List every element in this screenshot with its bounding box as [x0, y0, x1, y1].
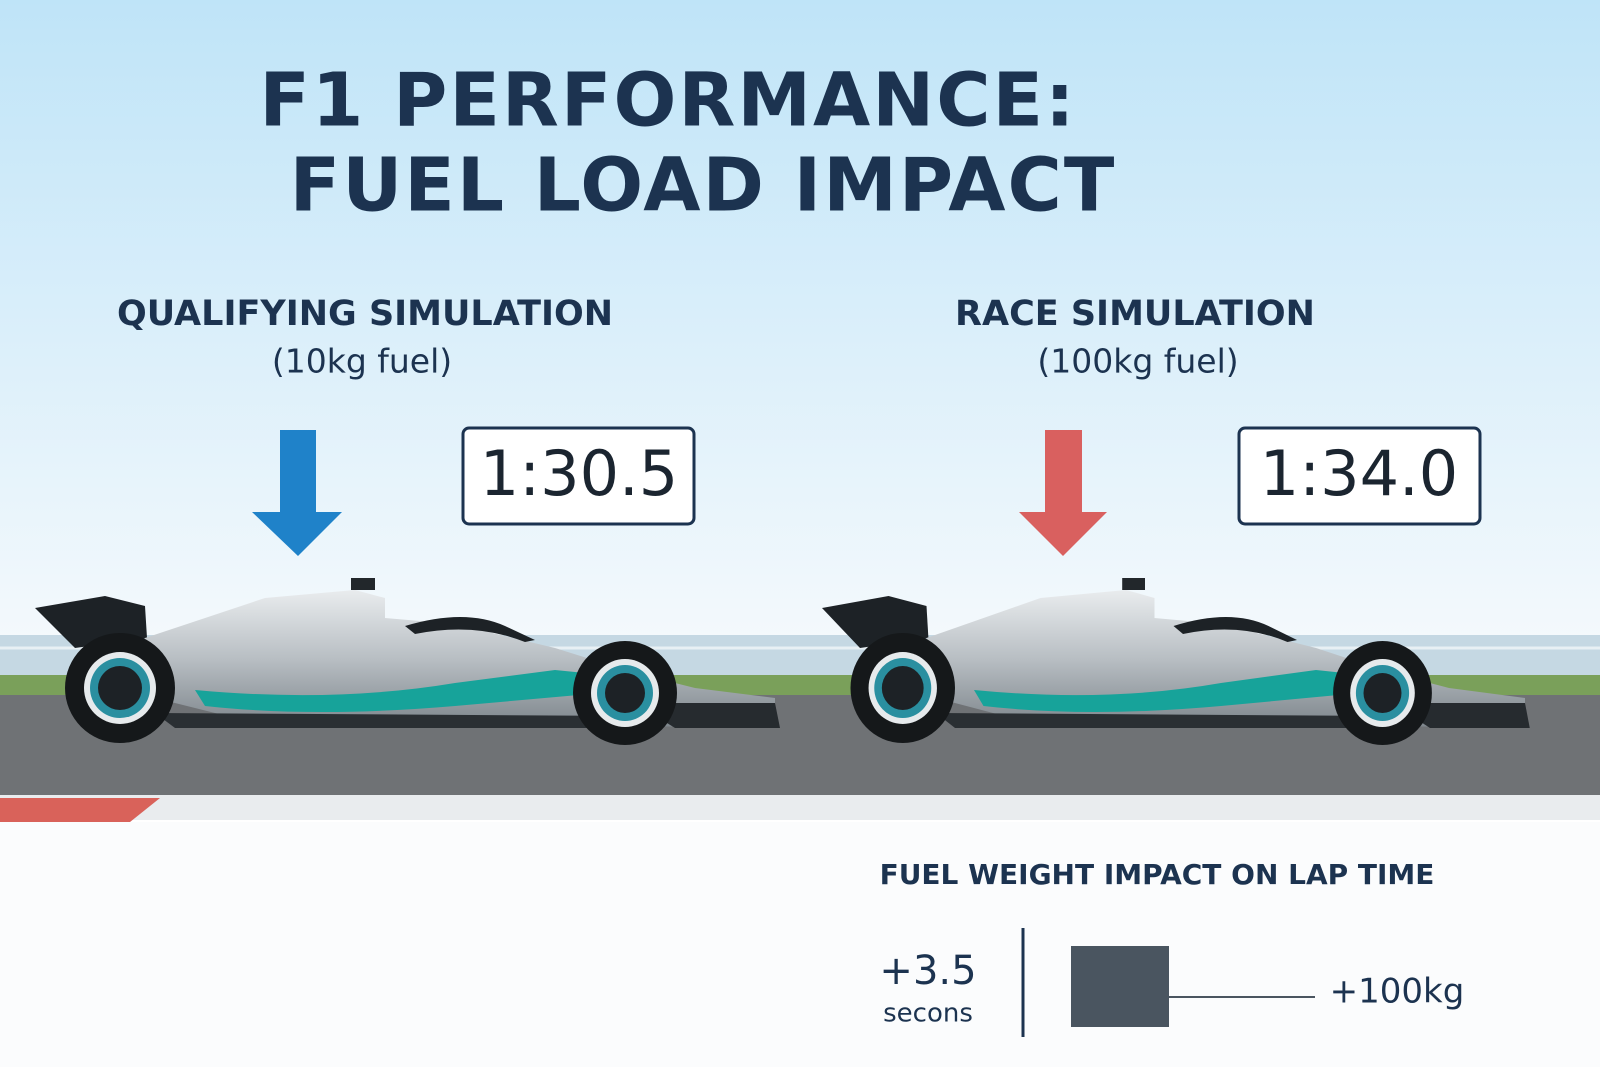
background-part: [0, 798, 160, 822]
lap-time: 1:30.5: [480, 437, 678, 510]
impact-weight: +100kg: [1330, 972, 1465, 1012]
panel-heading: QUALIFYING SIMULATION: [117, 294, 613, 334]
time-box: [1237, 426, 1482, 526]
time-box: [461, 426, 696, 526]
weight-block: [1071, 946, 1169, 1027]
lap-time: 1:34.0: [1260, 437, 1458, 510]
arrow: [1019, 430, 1107, 556]
impact-unit: secons: [883, 999, 973, 1029]
panel-heading: RACE SIMULATION: [955, 294, 1315, 334]
arrow: [252, 430, 342, 556]
background-part: [0, 822, 1600, 1067]
title-line: FUEL LOAD IMPACT: [290, 143, 1117, 229]
background-part: [0, 0, 1600, 640]
impact-delta: +3.5: [879, 948, 976, 994]
impact-heading: FUEL WEIGHT IMPACT ON LAP TIME: [880, 858, 1435, 891]
title-line: F1 PERFORMANCE:: [259, 58, 1076, 144]
panel-fuel: (100kg fuel): [1037, 342, 1238, 381]
background-part: [0, 795, 1600, 820]
panel-fuel: (10kg fuel): [272, 342, 452, 381]
